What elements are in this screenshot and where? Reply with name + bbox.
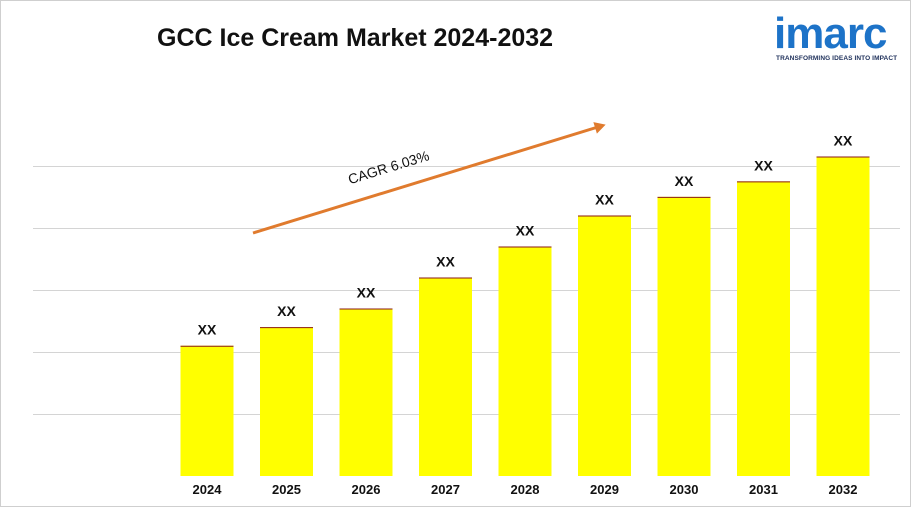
x-tick-label: 2024 <box>193 482 223 497</box>
data-label: XX <box>436 253 455 269</box>
x-tick-label: 2031 <box>749 482 778 497</box>
bar-2028 <box>498 246 552 476</box>
bar-2026 <box>339 308 393 476</box>
x-tick-label: 2030 <box>670 482 699 497</box>
x-tick-label: 2029 <box>590 482 619 497</box>
x-tick-label: 2027 <box>431 482 460 497</box>
bar-2031 <box>737 181 790 476</box>
bar-2024 <box>180 345 234 476</box>
chart-title: GCC Ice Cream Market 2024-2032 <box>157 24 554 52</box>
cagr-arrowhead <box>593 122 606 134</box>
bar-2029 <box>578 215 631 476</box>
data-label: XX <box>277 303 296 319</box>
data-label: XX <box>357 285 376 301</box>
data-label: XX <box>595 191 614 207</box>
data-label: XX <box>834 133 853 149</box>
data-label: XX <box>675 173 694 189</box>
cagr-arrow <box>252 125 599 235</box>
bar-2030 <box>657 196 711 476</box>
data-label: XX <box>516 222 535 238</box>
x-tick-label: 2028 <box>511 482 540 497</box>
x-tick-label: 2025 <box>272 482 301 497</box>
x-tick-label: 2032 <box>829 482 858 497</box>
bar-2027 <box>419 277 472 476</box>
data-label: XX <box>198 322 217 338</box>
logo-wordmark: imarc <box>774 9 887 58</box>
data-label: XX <box>754 157 773 173</box>
bar-2025 <box>260 327 313 476</box>
logo-tagline: TRANSFORMING IDEAS INTO IMPACT <box>776 55 898 62</box>
x-tick-label: 2026 <box>352 482 381 497</box>
bar-2032 <box>816 156 870 476</box>
imarc-logo: imarc TRANSFORMING IDEAS INTO IMPACT <box>772 8 904 70</box>
